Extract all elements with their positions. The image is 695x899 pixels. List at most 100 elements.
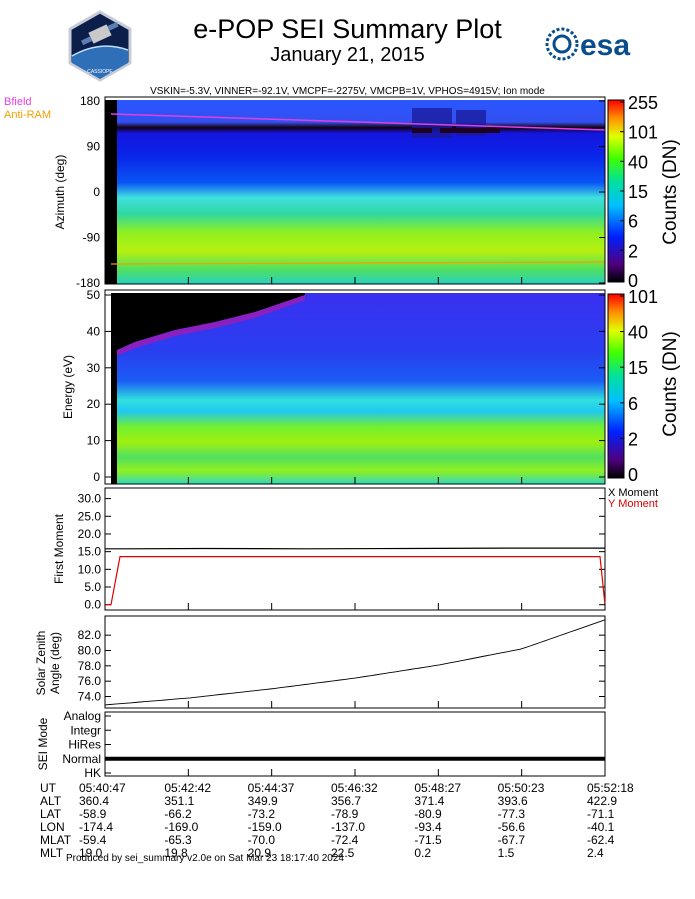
ephemeris-cell: 19.0 xyxy=(79,846,103,860)
azimuth-tick-label: -180 xyxy=(76,276,100,290)
azimuth-tick-label: 90 xyxy=(87,140,101,154)
energy-colorbar-tick-label: 2 xyxy=(628,429,638,449)
ephemeris-cell: -80.9 xyxy=(414,807,442,821)
energy-colorbar-tick-label: 101 xyxy=(628,287,658,307)
sza-tick-label: 82.0 xyxy=(78,628,102,642)
ephemeris-cell: -58.9 xyxy=(79,807,107,821)
energy-axis-label: Energy (eV) xyxy=(61,355,75,419)
ephemeris-cell: 356.7 xyxy=(331,794,361,808)
sza-tick-label: 78.0 xyxy=(78,659,102,673)
first-moment-line-1 xyxy=(105,555,606,606)
sza-axis-label-line2: Angle (deg) xyxy=(48,632,62,694)
energy-tick-label: 0 xyxy=(93,470,100,484)
ephemeris-cell: 05:44:37 xyxy=(248,781,295,795)
ephemeris-cell: -72.4 xyxy=(331,833,359,847)
azimuth-tick-label: 180 xyxy=(80,94,100,108)
ephemeris-cell: -78.9 xyxy=(331,807,359,821)
azimuth-colorbar-tick-label: 40 xyxy=(628,152,648,172)
energy-colorbar-tick-label: 0 xyxy=(628,465,638,485)
energy-black-region xyxy=(111,293,305,484)
ephemeris-cell: 05:52:18 xyxy=(587,781,634,795)
ephemeris-cell: 05:40:47 xyxy=(79,781,126,795)
plot-date: January 21, 2015 xyxy=(270,44,425,66)
first-moment-line-0 xyxy=(105,547,605,550)
esa-logo-icon: esa xyxy=(545,27,630,62)
ephemeris-cell: -40.1 xyxy=(587,820,615,834)
energy-upper-edge xyxy=(117,295,305,356)
legend-antiram: Anti-RAM xyxy=(4,109,52,121)
sza-axis-label-line1: Solar Zenith xyxy=(34,631,48,696)
sza-series xyxy=(104,619,606,706)
energy-tick-label: 50 xyxy=(87,288,101,302)
ephemeris-cell: -169.0 xyxy=(164,820,198,834)
ephemeris-row-label: LAT xyxy=(40,807,62,821)
ephemeris-cell: -56.6 xyxy=(498,820,526,834)
first-moment-tick-label: 25.0 xyxy=(78,509,102,523)
ephemeris-row-label: UT xyxy=(40,781,57,795)
first-moment-axis: 30.0 25.0 20.0 15.0 10.0 5.0 0.0 xyxy=(78,492,605,612)
azimuth-tick-label: -90 xyxy=(83,231,101,245)
energy-tick-label: 20 xyxy=(87,397,101,411)
energy-colorbar-label: Counts (DN) xyxy=(660,331,681,437)
ephemeris-row-label: ALT xyxy=(40,794,62,808)
ephemeris-cell: -73.2 xyxy=(248,807,276,821)
azimuth-colorbar-tick-label: 0 xyxy=(628,271,638,291)
energy-tick-label: 30 xyxy=(87,361,101,375)
sei-mode-tick-label: HiRes xyxy=(68,738,101,752)
azimuth-heatmap xyxy=(111,100,605,284)
energy-colorbar-tick-label: 40 xyxy=(628,323,648,343)
ephemeris-cell: -93.4 xyxy=(414,820,442,834)
instrument-params: VSKIN=-5.3V, VINNER=-92.1V, VMCPF=-2275V… xyxy=(150,86,545,97)
ephemeris-cell: 371.4 xyxy=(414,794,444,808)
azimuth-colorbar-tick-label: 15 xyxy=(628,182,648,202)
first-moment-axis-label: First Moment xyxy=(52,513,66,584)
ephemeris-cell: 351.1 xyxy=(164,794,194,808)
ephemeris-cell: 349.9 xyxy=(248,794,278,808)
azimuth-feature-d xyxy=(440,128,500,133)
azimuth-colorbar-label: Counts (DN) xyxy=(660,139,681,245)
first-moment-tick-label: 30.0 xyxy=(78,492,102,506)
ephemeris-cell: 05:48:27 xyxy=(414,781,461,795)
sza-tick-label: 80.0 xyxy=(78,644,102,658)
sza-axis: 82.0 80.078.076.0 74.0 xyxy=(78,628,605,704)
ephemeris-cell: -62.4 xyxy=(587,833,615,847)
ephemeris-cell: 422.9 xyxy=(587,794,617,808)
cassiope-logo: CASSIOPE xyxy=(64,10,136,82)
energy-colorbar-tick-label: 6 xyxy=(628,394,638,414)
azimuth-axis: 180 90 0 -90 -180 xyxy=(76,94,605,290)
first-moment-tick-label: 10.0 xyxy=(78,562,102,576)
ephemeris-cell: -71.1 xyxy=(587,807,615,821)
ephemeris-cell: -65.3 xyxy=(164,833,192,847)
azimuth-spectrogram xyxy=(104,96,606,285)
sza-tick-label: 74.0 xyxy=(78,690,102,704)
esa-logo-text: esa xyxy=(580,29,630,62)
azimuth-feature-c xyxy=(412,128,432,133)
ephemeris-cell: -159.0 xyxy=(248,820,282,834)
sei-mode-axis-label: SEI Mode xyxy=(36,717,50,770)
first-moment-series xyxy=(105,547,606,606)
azimuth-axis-label: Azimuth (deg) xyxy=(53,155,67,230)
sza-line xyxy=(104,619,606,706)
ephemeris-cell: 19.8 xyxy=(164,846,188,860)
sei-mode-tick-label: Analog xyxy=(64,709,101,723)
azimuth-colorbar-tick-label: 2 xyxy=(628,241,638,261)
ephemeris-cell: 22.5 xyxy=(331,846,355,860)
sza-frame xyxy=(104,615,606,709)
azimuth-colorbar-tick-label: 6 xyxy=(628,212,638,232)
sei-mode-frame xyxy=(104,711,606,777)
ephemeris-cell: -70.0 xyxy=(248,833,276,847)
ephemeris-cell: 05:50:23 xyxy=(498,781,545,795)
ephemeris-cell: 05:42:42 xyxy=(164,781,211,795)
energy-axis: 50 40 30 20 10 0 xyxy=(87,288,605,484)
legend-x-moment: X Moment xyxy=(608,487,659,499)
sza-tick-label: 76.0 xyxy=(78,674,102,688)
energy-colorbar xyxy=(607,293,625,479)
ephemeris-cell: -59.4 xyxy=(79,833,107,847)
first-moment-tick-label: 0.0 xyxy=(84,598,101,612)
ephemeris-row-label: MLT xyxy=(40,846,64,860)
energy-colorbar-ticks: 101 40 15 6 2 0 xyxy=(620,287,658,485)
ephemeris-cell: 1.5 xyxy=(498,846,515,860)
ephemeris-cell: -137.0 xyxy=(331,820,365,834)
